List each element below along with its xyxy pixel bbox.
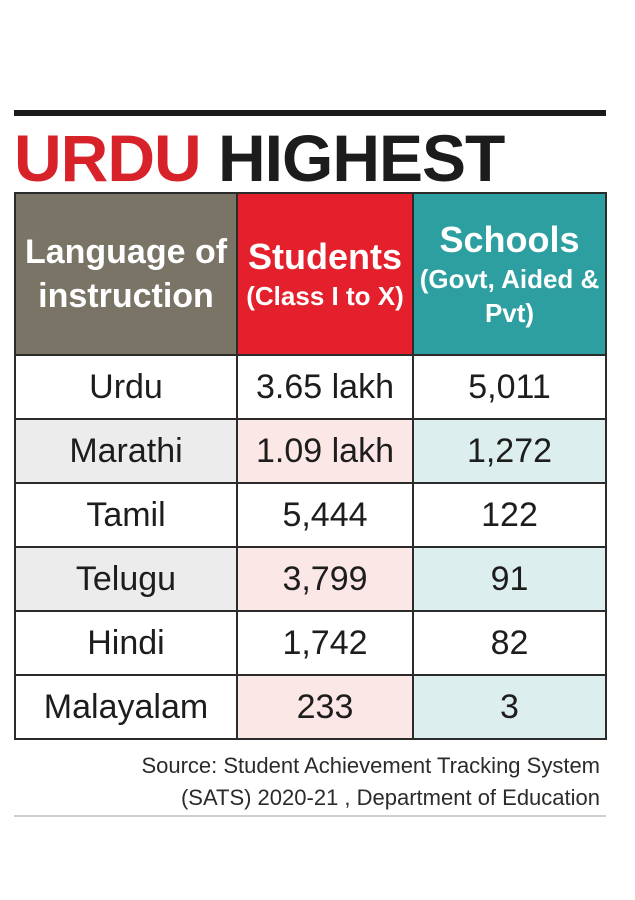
cell-students: 3,799 <box>236 546 414 612</box>
cell-language: Telugu <box>14 546 238 612</box>
cell-students: 5,444 <box>236 482 414 548</box>
header-language-label: Language of instruction <box>24 233 228 315</box>
cell-language: Malayalam <box>14 674 238 740</box>
header-schools: Schools (Govt, Aided & Pvt) <box>412 192 607 356</box>
cell-schools: 91 <box>412 546 607 612</box>
header-students-sublabel: (Class I to X) <box>246 281 404 311</box>
cell-language: Urdu <box>14 354 238 420</box>
table-row: Marathi 1.09 lakh 1,272 <box>14 418 607 484</box>
title-word-urdu: URDU <box>14 121 202 195</box>
table-row: Tamil 5,444 122 <box>14 482 607 548</box>
table-header-row: Language of instruction Students (Class … <box>14 192 607 356</box>
header-students-label: Students <box>247 236 402 277</box>
table-row: Hindi 1,742 82 <box>14 610 607 676</box>
cell-language: Marathi <box>14 418 238 484</box>
source-line-1: Source: Student Achievement Tracking Sys… <box>141 753 600 778</box>
source-line-2: (SATS) 2020-21 , Department of Education <box>180 785 600 810</box>
cell-students: 1.09 lakh <box>236 418 414 484</box>
table-row: Telugu 3,799 91 <box>14 546 607 612</box>
cell-students: 233 <box>236 674 414 740</box>
header-schools-label: Schools <box>439 219 580 260</box>
table-row: Urdu 3.65 lakh 5,011 <box>14 354 607 420</box>
cell-schools: 5,011 <box>412 354 607 420</box>
bottom-rule <box>14 815 606 817</box>
cell-language: Hindi <box>14 610 238 676</box>
table-row: Malayalam 233 3 <box>14 674 607 740</box>
cell-language: Tamil <box>14 482 238 548</box>
header-language: Language of instruction <box>14 192 238 356</box>
chart-title: URDU HIGHEST <box>14 120 505 196</box>
cell-students: 1,742 <box>236 610 414 676</box>
source-note: Source: Student Achievement Tracking Sys… <box>60 750 600 814</box>
data-table: Language of instruction Students (Class … <box>14 192 607 740</box>
cell-students: 3.65 lakh <box>236 354 414 420</box>
header-students: Students (Class I to X) <box>236 192 414 356</box>
cell-schools: 122 <box>412 482 607 548</box>
cell-schools: 3 <box>412 674 607 740</box>
header-schools-sublabel: (Govt, Aided & Pvt) <box>419 264 600 328</box>
cell-schools: 82 <box>412 610 607 676</box>
title-word-highest: HIGHEST <box>218 121 505 195</box>
cell-schools: 1,272 <box>412 418 607 484</box>
top-rule <box>14 110 606 116</box>
